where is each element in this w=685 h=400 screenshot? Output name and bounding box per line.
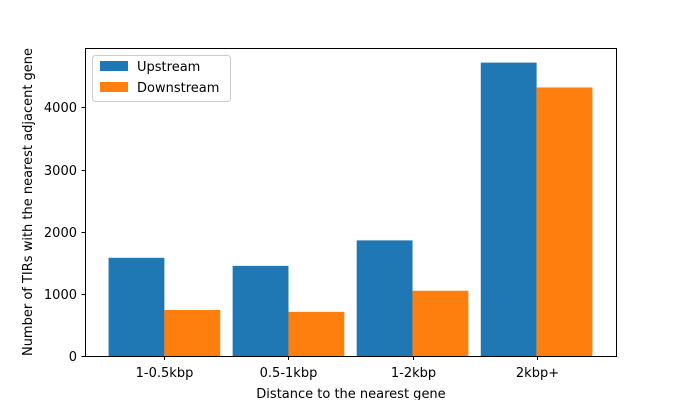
bar-downstream-1-2kbp	[412, 290, 469, 356]
y-axis-label: Number of TIRs with the nearest adjacent…	[21, 48, 36, 356]
legend: Upstream Downstream	[92, 55, 231, 102]
x-tick-label-1-2kbp: 1-2kbp	[391, 366, 436, 381]
bar-downstream-2kbp	[536, 87, 593, 356]
plot-frame	[85, 48, 617, 357]
legend-label-upstream: Upstream	[137, 60, 200, 75]
bar-upstream-0-5-1kbp	[232, 265, 289, 356]
legend-swatch-downstream	[100, 82, 128, 92]
y-tick-label: 3000	[44, 164, 77, 179]
y-axis: 0 1000 2000 3000 4000	[44, 101, 85, 365]
bar-downstream-1-0-5kbp	[164, 310, 221, 356]
y-tick-label: 0	[69, 350, 77, 365]
bar-upstream-1-0-5kbp	[108, 257, 165, 356]
bars-group	[108, 62, 593, 357]
x-tick-label-1-0-5kbp: 1-0.5kbp	[136, 366, 194, 381]
x-tick-label-2kbp: 2kbp+	[516, 366, 559, 381]
bar-upstream-1-2kbp	[356, 240, 413, 356]
x-axis: 1-0.5kbp 0.5-1kbp 1-2kbp 2kbp+	[136, 356, 559, 381]
bar-upstream-2kbp	[480, 62, 537, 357]
y-tick-label: 1000	[44, 288, 77, 303]
x-axis-label: Distance to the nearest gene	[256, 387, 445, 400]
y-tick-label: 4000	[44, 101, 77, 116]
x-tick-label-0-5-1kbp: 0.5-1kbp	[260, 366, 318, 381]
legend-swatch-upstream	[100, 61, 128, 71]
legend-label-downstream: Downstream	[137, 81, 219, 96]
bar-downstream-0-5-1kbp	[288, 311, 345, 356]
y-tick-label: 2000	[44, 226, 77, 241]
